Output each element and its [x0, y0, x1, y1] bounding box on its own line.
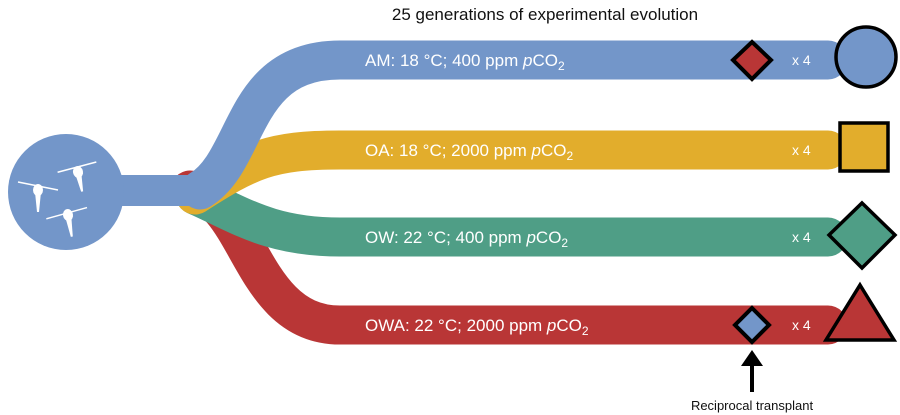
branch-am	[180, 40, 848, 210]
diagram-title: 25 generations of experimental evolution	[392, 5, 698, 24]
up-arrow-icon	[741, 350, 763, 392]
replicates-oa: x 4	[792, 142, 811, 158]
transplant-diamond-blue-icon	[732, 305, 772, 345]
ow-diamond-icon	[826, 200, 898, 271]
copepod-icon	[17, 161, 97, 237]
replicates-ow: x 4	[792, 229, 811, 245]
treatment-label-oa: OA: 18 °C; 2000 ppm pCO2	[365, 141, 573, 163]
branch-owa	[170, 170, 848, 345]
transplant-caption: Reciprocal transplant	[691, 398, 814, 413]
replicates-owa: x 4	[792, 317, 811, 333]
stem	[110, 175, 210, 206]
treatment-label-owa: OWA: 22 °C; 2000 ppm pCO2	[365, 316, 589, 338]
am-circle-icon	[834, 25, 898, 89]
owa-triangle-icon	[822, 281, 898, 342]
treatment-label-am: AM: 18 °C; 400 ppm pCO2	[365, 51, 565, 73]
replicates-am: x 4	[792, 52, 811, 68]
transplant-diamond-red-icon	[730, 39, 774, 82]
oa-square-icon	[838, 121, 890, 173]
treatment-label-ow: OW: 22 °C; 400 ppm pCO2	[365, 228, 568, 250]
ancestral-population-circle	[8, 134, 124, 250]
